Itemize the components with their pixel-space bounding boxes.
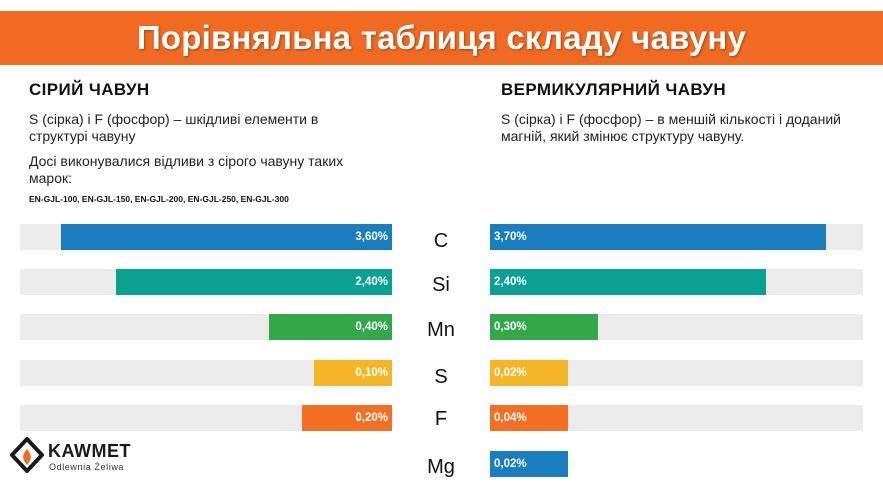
right-track: 3,70% — [490, 224, 863, 250]
left-paragraph-2: Досі виконувалися відливи з сірого чавун… — [29, 153, 344, 186]
left-bar-label: 0,40% — [355, 321, 388, 333]
right-track: 2,40% — [490, 269, 863, 295]
right-bar-c: 3,70% — [490, 224, 826, 250]
right-bar-label: 0,04% — [494, 412, 527, 424]
right-track: 0,04% — [490, 405, 863, 431]
left-bar-c: 3,60% — [61, 224, 392, 250]
element-label-s: S — [434, 366, 448, 388]
right-bar-mn: 0,30% — [490, 314, 599, 340]
page-title: Порівняльна таблиця складу чавуну — [136, 19, 747, 56]
left-bar-mn: 0,40% — [268, 314, 392, 340]
right-bar-si: 2,40% — [490, 269, 767, 295]
right-bar-s: 0,02% — [490, 360, 568, 386]
element-label-c: C — [433, 230, 449, 252]
right-track: 0,30% — [490, 314, 863, 340]
right-bar-label: 0,02% — [494, 458, 527, 470]
right-track: 0,02% — [490, 451, 863, 477]
right-bar-mg: 0,02% — [490, 451, 568, 477]
left-heading: СІРИЙ ЧАВУН — [29, 80, 150, 99]
right-bar-label: 0,02% — [494, 367, 527, 379]
left-bar-label: 0,10% — [355, 367, 388, 379]
left-track: 0,10% — [20, 360, 392, 386]
right-bar-f: 0,04% — [490, 405, 568, 431]
element-label-f: F — [434, 408, 448, 430]
left-track: 0,40% — [20, 314, 392, 340]
left-paragraph-1: S (сірка) і F (фосфор) – шкідливі елемен… — [29, 111, 319, 144]
left-track: 0,20% — [20, 405, 392, 431]
left-bar-si: 2,40% — [116, 269, 392, 295]
right-track: 0,02% — [490, 360, 863, 386]
right-bar-label: 3,70% — [494, 231, 527, 243]
kawmet-logo: KAWMET Odlewnia Żeliwa — [10, 437, 160, 477]
right-bar-label: 2,40% — [494, 276, 527, 288]
left-track: 3,60% — [20, 224, 392, 250]
right-heading: ВЕРМИКУЛЯРНИЙ ЧАВУН — [501, 80, 727, 99]
grades-list: EN-GJL-100, EN-GJL-150, EN-GJL-200, EN-G… — [29, 194, 289, 204]
right-bar-label: 0,30% — [494, 321, 527, 333]
right-paragraph-1: S (сірка) і F (фосфор) – в меншій кілько… — [501, 111, 841, 144]
logo-subtitle: Odlewnia Żeliwa — [49, 462, 125, 472]
title-banner: Порівняльна таблиця складу чавуну — [0, 11, 883, 65]
left-bar-label: 3,60% — [355, 231, 388, 243]
element-label-si: Si — [432, 274, 450, 296]
left-bar-s: 0,10% — [314, 360, 392, 386]
left-bar-f: 0,20% — [301, 405, 392, 431]
flame-icon — [10, 437, 44, 473]
element-label-mn: Mn — [427, 319, 455, 341]
element-label-mg: Mg — [427, 456, 455, 478]
left-bar-label: 0,20% — [355, 412, 388, 424]
logo-name: KAWMET — [48, 441, 131, 461]
left-bar-label: 2,40% — [355, 276, 388, 288]
left-track: 2,40% — [20, 269, 392, 295]
